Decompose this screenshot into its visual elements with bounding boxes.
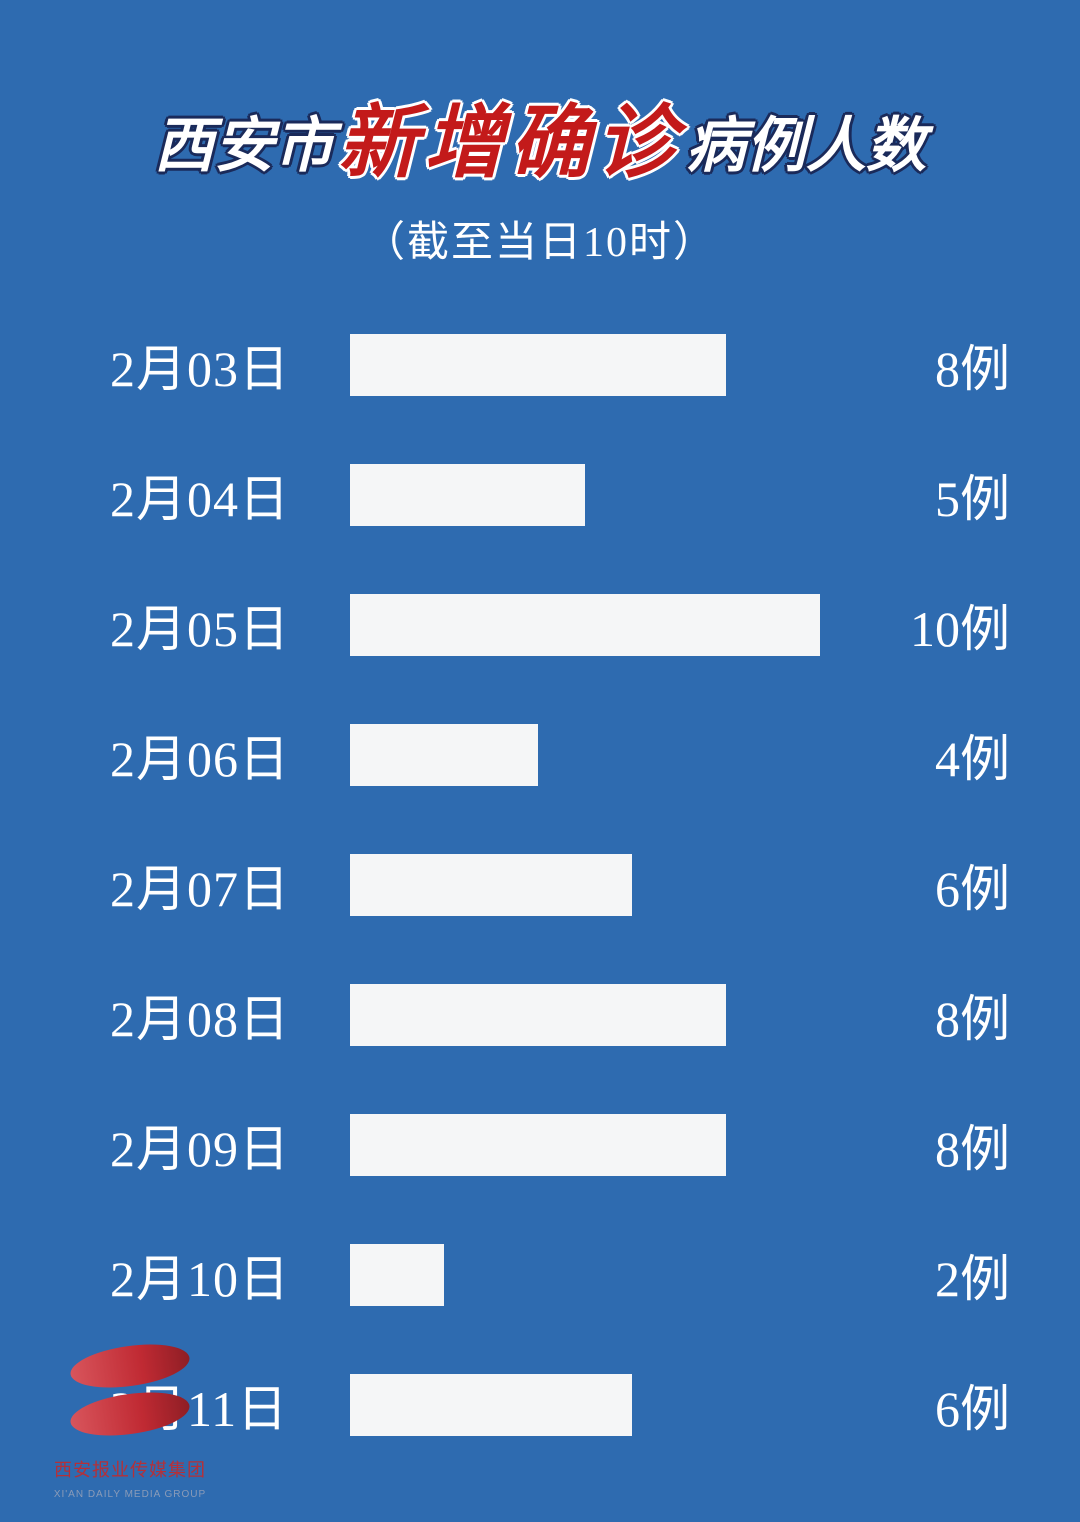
chart-row-date: 2月10日: [110, 1239, 350, 1311]
chart-row-value: 6例: [840, 1369, 1010, 1441]
logo-text: 西安报业传媒集团: [40, 1456, 220, 1482]
bar-chart: 2月03日 8例 2月04日 5例 2月05日 10例 2月06日 4例 2月07日 6例 2月08…: [0, 300, 1080, 1470]
chart-bar-area: [350, 1244, 840, 1306]
chart-row-value: 8例: [840, 329, 1010, 401]
chart-bar-area: [350, 724, 840, 786]
logo-swirl-icon: [70, 1332, 190, 1452]
chart-row: 2月11日6例: [110, 1340, 1010, 1470]
chart-bar-area: [350, 984, 840, 1046]
chart-row-value: 10例: [840, 589, 1010, 661]
chart-row: 2月08日 8例: [110, 950, 1010, 1080]
subtitle: （截至当日10时）: [0, 208, 1080, 269]
chart-row-date: 2月03日: [110, 329, 350, 401]
chart-row-value: 2例: [840, 1239, 1010, 1311]
chart-row-value: 8例: [840, 1109, 1010, 1181]
chart-bar: [350, 334, 726, 396]
chart-bar-area: [350, 594, 840, 656]
title-part-1: 西安市: [154, 113, 334, 179]
title-part-2: 新增确诊: [338, 100, 682, 188]
chart-bar-area: [350, 1114, 840, 1176]
chart-row-value: 4例: [840, 719, 1010, 791]
chart-row-value: 8例: [840, 979, 1010, 1051]
chart-row-value: 6例: [840, 849, 1010, 921]
chart-row-value: 5例: [840, 459, 1010, 531]
chart-row: 2月04日 5例: [110, 430, 1010, 560]
chart-row-date: 2月09日: [110, 1109, 350, 1181]
chart-row: 2月10日 2例: [110, 1210, 1010, 1340]
chart-bar: [350, 464, 585, 526]
publisher-logo: 西安报业传媒集团 XI'AN DAILY MEDIA GROUP: [40, 1332, 220, 1492]
chart-bar-area: [350, 464, 840, 526]
chart-row-date: 2月07日: [110, 849, 350, 921]
logo-subtext: XI'AN DAILY MEDIA GROUP: [40, 1489, 220, 1500]
chart-row: 2月05日 10例: [110, 560, 1010, 690]
chart-row-date: 2月04日: [110, 459, 350, 531]
chart-row: 2月03日 8例: [110, 300, 1010, 430]
chart-row: 2月06日 4例: [110, 690, 1010, 820]
chart-bar: [350, 1244, 444, 1306]
chart-row-date: 2月05日: [110, 589, 350, 661]
chart-row-date: 2月06日: [110, 719, 350, 791]
chart-row: 2月09日 8例: [110, 1080, 1010, 1210]
chart-bar-area: [350, 1374, 840, 1436]
chart-bar-area: [350, 854, 840, 916]
chart-row: 2月07日 6例: [110, 820, 1010, 950]
chart-bar: [350, 854, 632, 916]
chart-row-date: 2月08日: [110, 979, 350, 1051]
chart-bar: [350, 594, 820, 656]
chart-bar: [350, 984, 726, 1046]
chart-bar: [350, 1114, 726, 1176]
page-title: 西安市新增确诊病例人数: [0, 100, 1080, 180]
chart-bar: [350, 1374, 632, 1436]
chart-bar-area: [350, 334, 840, 396]
chart-bar: [350, 724, 538, 786]
title-part-3: 病例人数: [686, 113, 926, 179]
